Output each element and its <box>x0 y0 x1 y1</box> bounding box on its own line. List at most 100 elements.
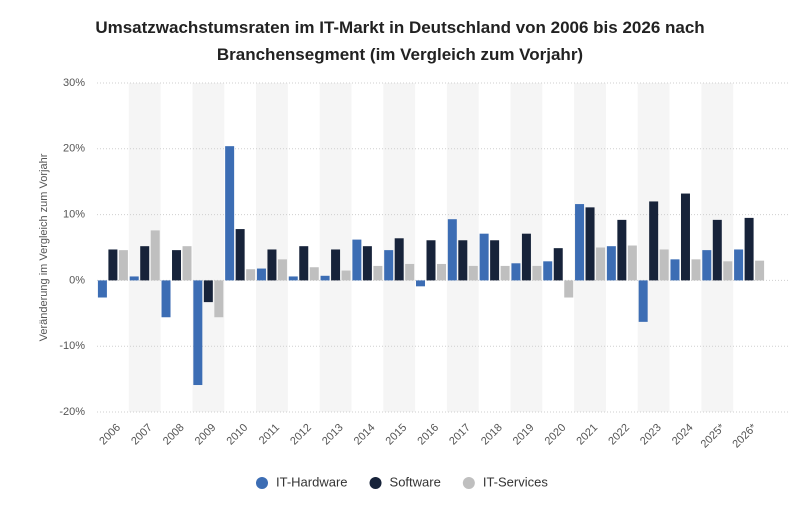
bar <box>373 265 383 281</box>
y-tick-label: 0% <box>69 274 85 286</box>
bar <box>521 233 531 281</box>
bar <box>246 269 256 281</box>
bar <box>712 219 722 281</box>
bar <box>341 270 351 281</box>
bar <box>161 280 171 318</box>
x-tick-label: 2006 <box>97 422 123 448</box>
band-stripe <box>256 83 288 412</box>
bar <box>235 229 245 281</box>
bar <box>320 275 330 281</box>
bar <box>394 238 404 281</box>
bar <box>214 280 224 318</box>
bar <box>299 246 309 281</box>
bar <box>426 240 436 281</box>
x-tick-label: 2012 <box>288 422 314 448</box>
bar <box>755 260 765 281</box>
x-tick-label: 2023 <box>638 422 664 448</box>
bar <box>129 276 139 281</box>
bar <box>702 250 712 281</box>
x-tick-label: 2025* <box>699 421 728 450</box>
bar <box>140 246 150 281</box>
x-tick-label: 2015 <box>384 422 410 448</box>
bar <box>193 280 203 386</box>
bar <box>691 259 701 281</box>
bar <box>97 280 107 298</box>
y-tick-label: 20% <box>63 143 85 155</box>
bar <box>670 259 680 281</box>
band-stripe <box>319 83 352 412</box>
bar <box>331 249 341 281</box>
x-tick-label: 2017 <box>447 422 473 448</box>
legend-marker <box>462 477 475 489</box>
x-tick-label: 2007 <box>129 422 155 448</box>
bar <box>118 250 128 281</box>
bar <box>225 146 235 281</box>
bar <box>744 217 754 281</box>
x-tick-label: 2011 <box>257 422 282 447</box>
x-tick-label: 2014 <box>352 422 378 448</box>
y-axis-label: Veränderung im Vergleich zum Vorjahr <box>38 153 50 341</box>
x-tick-label: 2022 <box>606 422 632 448</box>
bar <box>108 249 118 281</box>
x-tick-label: 2009 <box>193 422 219 448</box>
bar <box>203 280 213 303</box>
legend-label: IT-Services <box>483 474 549 489</box>
bar <box>585 207 595 281</box>
y-tick-label: -10% <box>59 340 85 352</box>
bar <box>468 265 478 281</box>
bar <box>416 280 425 287</box>
bar <box>150 230 160 281</box>
bar <box>606 246 616 281</box>
bar <box>479 233 489 281</box>
legend-label: Software <box>390 474 441 489</box>
chart-title: Umsatzwachstumsraten im IT-Markt in Deut… <box>95 18 705 64</box>
bar <box>458 240 468 281</box>
bar <box>649 201 659 281</box>
y-tick-label: -20% <box>59 406 85 418</box>
bar <box>182 246 192 281</box>
bar <box>617 219 627 281</box>
bar <box>575 204 585 281</box>
x-tick-label: 2010 <box>225 422 251 448</box>
bar <box>256 268 266 281</box>
bar <box>723 261 733 281</box>
bar <box>500 265 510 281</box>
x-tick-label: 2024 <box>670 422 696 448</box>
y-tick-label: 10% <box>63 209 85 221</box>
bar <box>532 265 542 281</box>
bar <box>680 193 690 281</box>
x-tick-label: 2018 <box>479 422 505 448</box>
bar <box>627 245 637 281</box>
bar <box>384 250 394 281</box>
bar <box>596 247 606 281</box>
bar <box>405 263 415 281</box>
bar <box>511 263 521 281</box>
bar <box>288 276 298 281</box>
x-tick-label: 2020 <box>543 422 569 448</box>
x-tick-label: 2019 <box>511 422 537 448</box>
bar <box>352 239 362 281</box>
bar <box>277 259 287 281</box>
x-tick-label: 2016 <box>415 422 441 448</box>
bar <box>564 280 574 298</box>
bar <box>447 219 457 281</box>
bar <box>543 261 553 281</box>
bar <box>638 280 648 322</box>
bar <box>267 249 277 281</box>
x-tick-label: 2021 <box>574 422 600 448</box>
bar <box>437 263 446 281</box>
bar <box>553 248 563 281</box>
bar <box>362 246 372 281</box>
bar <box>172 250 182 281</box>
y-tick-label: 30% <box>63 77 85 89</box>
bar <box>734 249 744 281</box>
bar <box>309 267 319 281</box>
legend-label: IT-Hardware <box>276 474 348 489</box>
legend-marker <box>256 477 268 489</box>
bar <box>659 249 669 281</box>
x-tick-label: 2026* <box>730 421 759 450</box>
x-tick-label: 2008 <box>161 422 187 448</box>
bar <box>490 240 500 281</box>
